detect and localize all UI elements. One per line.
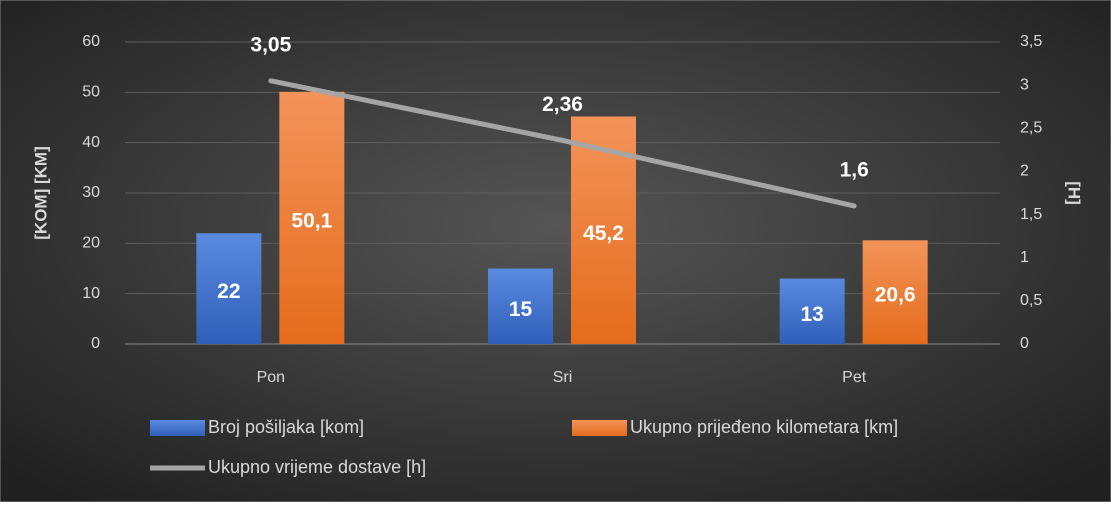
- y2-axis-title: [H]: [1065, 181, 1084, 205]
- bar: [779, 278, 845, 344]
- y-tick-label: 40: [82, 134, 100, 151]
- bar: [862, 240, 928, 344]
- data-label: 13: [800, 303, 823, 326]
- y2-tick-label: 2: [1020, 163, 1029, 180]
- data-label: 20,6: [875, 284, 916, 307]
- data-label: 50,1: [291, 209, 332, 232]
- y-tick-label: 0: [91, 335, 100, 352]
- y-tick-label: 10: [82, 285, 100, 302]
- y2-tick-label: 1,5: [1020, 206, 1042, 223]
- y2-tick-label: 0,5: [1020, 292, 1042, 309]
- legend-swatch: [572, 420, 627, 436]
- y2-tick-label: 2,5: [1020, 120, 1042, 137]
- y2-tick-label: 3,5: [1020, 33, 1042, 50]
- data-label: 22: [217, 280, 240, 303]
- legend-swatch: [150, 420, 205, 436]
- y-tick-label: 30: [82, 184, 100, 201]
- line: [268, 78, 857, 209]
- legend-label: Ukupno vrijeme dostave [h]: [208, 457, 426, 477]
- legend-label: Ukupno prijeđeno kilometara [km]: [630, 417, 898, 437]
- y2-tick-label: 3: [1020, 76, 1029, 93]
- y2-tick-label: 1: [1020, 249, 1029, 266]
- bar: [279, 91, 345, 344]
- x-tick-label: Pon: [257, 369, 285, 386]
- bar: [488, 268, 553, 344]
- y-tick-label: 20: [82, 235, 100, 252]
- data-label: 45,2: [583, 222, 624, 245]
- x-tick-label: Pet: [842, 369, 867, 386]
- data-label: 1,6: [840, 158, 869, 181]
- legend-label: Broj pošiljaka [kom]: [208, 417, 364, 437]
- y-axis-title: [KOM] [KM]: [31, 146, 50, 239]
- y-tick-label: 60: [82, 33, 100, 50]
- y2-tick-label: 0: [1020, 335, 1029, 352]
- data-label: 3,05: [250, 33, 291, 56]
- y-tick-label: 50: [82, 84, 100, 101]
- bar: [196, 233, 262, 344]
- data-label: 2,36: [542, 93, 583, 116]
- x-tick-label: Sri: [553, 369, 573, 386]
- data-label: 15: [509, 298, 533, 321]
